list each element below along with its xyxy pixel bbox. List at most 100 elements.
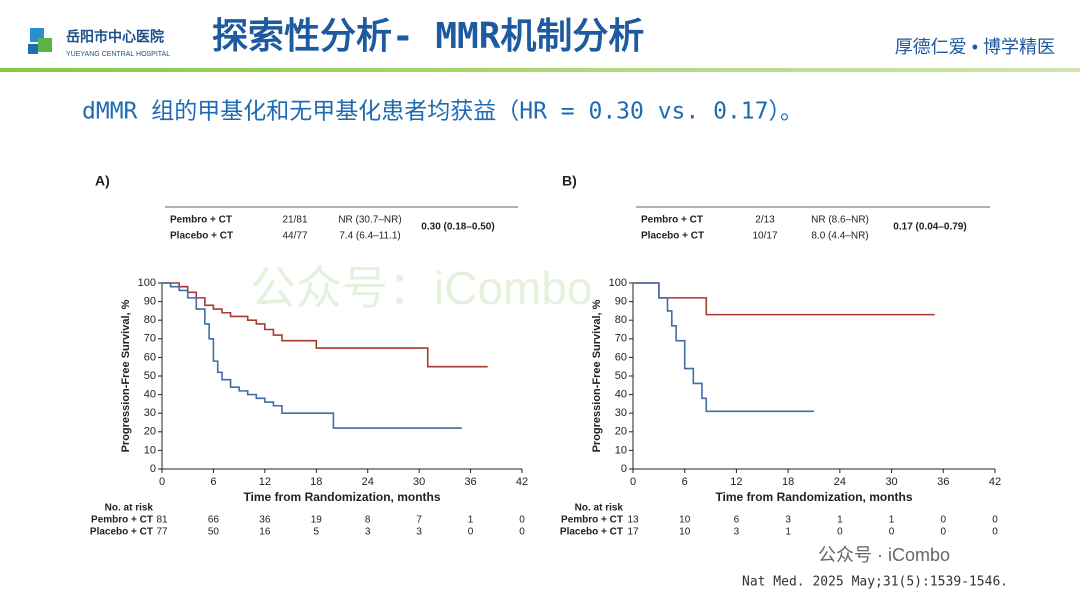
median: NR (30.7–NR) [338, 215, 401, 226]
x-tick-label: 42 [516, 476, 528, 488]
risk-count: 5 [314, 527, 320, 538]
x-tick-label: 12 [730, 476, 742, 488]
y-tick-label: 90 [144, 296, 156, 308]
median: NR (8.6–NR) [811, 215, 869, 226]
risk-count: 0 [519, 527, 525, 538]
risk-count: 3 [416, 527, 422, 538]
risk-count: 19 [311, 515, 323, 526]
slide-title: 探索性分析- MMR机制分析 [212, 16, 644, 57]
y-tick-label: 20 [615, 426, 627, 438]
hr-value: 0.17 (0.04–0.79) [893, 222, 966, 233]
risk-name: Pembro + CT [91, 515, 153, 526]
risk-name: Pembro + CT [561, 515, 623, 526]
risk-count: 0 [992, 515, 998, 526]
watermark-logo: 公众号 · iCombo [818, 545, 950, 565]
x-tick-label: 24 [362, 476, 374, 488]
survival-curve [633, 282, 814, 413]
risk-count: 1 [837, 515, 843, 526]
y-tick-label: 70 [615, 333, 627, 345]
survival-curve [162, 282, 462, 429]
watermark: 公众号：iCombo [250, 262, 593, 314]
subtitle: dMMR 组的甲基化和无甲基化患者均获益（HR = 0.30 vs. 0.17）… [82, 99, 803, 125]
citation: Nat Med. 2025 May;31(5):1539-1546. [742, 575, 1008, 590]
y-tick-label: 60 [615, 351, 627, 363]
panel-label: B) [562, 173, 577, 189]
risk-count: 17 [627, 527, 639, 538]
header-rule [0, 68, 1080, 72]
legend-name: Pembro + CT [170, 215, 232, 226]
risk-count: 8 [365, 515, 371, 526]
risk-count: 0 [889, 527, 895, 538]
y-tick-label: 100 [138, 277, 156, 289]
hospital-name-en: YUEYANG CENTRAL HOSPITAL [66, 51, 170, 58]
risk-count: 0 [519, 515, 525, 526]
y-tick-label: 100 [609, 277, 627, 289]
x-tick-label: 18 [782, 476, 794, 488]
risk-count: 13 [627, 515, 639, 526]
risk-name: Placebo + CT [560, 527, 623, 538]
x-tick-label: 12 [259, 476, 271, 488]
risk-count: 1 [889, 515, 895, 526]
risk-count: 6 [734, 515, 740, 526]
median: 7.4 (6.4–11.1) [339, 231, 401, 242]
x-tick-label: 6 [210, 476, 216, 488]
risk-title: No. at risk [105, 503, 154, 514]
legend-name: Pembro + CT [641, 215, 703, 226]
y-tick-label: 10 [615, 444, 627, 456]
y-tick-label: 50 [615, 370, 627, 382]
y-tick-label: 50 [144, 370, 156, 382]
risk-count: 16 [259, 527, 271, 538]
risk-name: Placebo + CT [90, 527, 153, 538]
survival-curve [633, 282, 935, 316]
x-tick-label: 24 [834, 476, 846, 488]
risk-count: 3 [734, 527, 740, 538]
risk-count: 77 [156, 527, 168, 538]
events: 44/77 [282, 231, 307, 242]
y-axis-label: Progression-Free Survival, % [120, 299, 132, 452]
legend-name: Placebo + CT [641, 231, 704, 242]
x-tick-label: 0 [159, 476, 165, 488]
x-tick-label: 0 [630, 476, 636, 488]
x-tick-label: 36 [464, 476, 476, 488]
x-tick-label: 18 [310, 476, 322, 488]
risk-count: 1 [785, 527, 791, 538]
y-tick-label: 70 [144, 333, 156, 345]
survival-curve [162, 282, 488, 368]
y-tick-label: 30 [144, 407, 156, 419]
panel-label: A) [95, 173, 110, 189]
risk-count: 0 [941, 515, 947, 526]
risk-count: 3 [365, 527, 371, 538]
x-tick-label: 36 [937, 476, 949, 488]
risk-count: 0 [468, 527, 474, 538]
slogan: 厚德仁爱 • 博学精医 [895, 37, 1055, 57]
risk-count: 66 [208, 515, 220, 526]
risk-count: 0 [992, 527, 998, 538]
events: 10/17 [752, 231, 777, 242]
y-tick-label: 60 [144, 351, 156, 363]
risk-count: 10 [679, 527, 691, 538]
events: 21/81 [282, 215, 307, 226]
y-tick-label: 0 [621, 463, 627, 475]
x-axis-label: Time from Randomization, months [243, 490, 440, 504]
y-tick-label: 20 [144, 426, 156, 438]
y-tick-label: 30 [615, 407, 627, 419]
x-tick-label: 6 [682, 476, 688, 488]
events: 2/13 [755, 215, 775, 226]
logo [28, 28, 52, 54]
risk-title: No. at risk [575, 503, 624, 514]
risk-count: 3 [785, 515, 791, 526]
x-axis-label: Time from Randomization, months [715, 490, 912, 504]
risk-count: 81 [156, 515, 168, 526]
legend-name: Placebo + CT [170, 231, 233, 242]
risk-count: 0 [837, 527, 843, 538]
risk-count: 36 [259, 515, 271, 526]
risk-count: 0 [941, 527, 947, 538]
y-tick-label: 80 [615, 314, 627, 326]
risk-count: 7 [416, 515, 422, 526]
risk-count: 10 [679, 515, 691, 526]
x-tick-label: 30 [885, 476, 897, 488]
median: 8.0 (4.4–NR) [811, 231, 868, 242]
y-tick-label: 10 [144, 444, 156, 456]
y-tick-label: 90 [615, 296, 627, 308]
